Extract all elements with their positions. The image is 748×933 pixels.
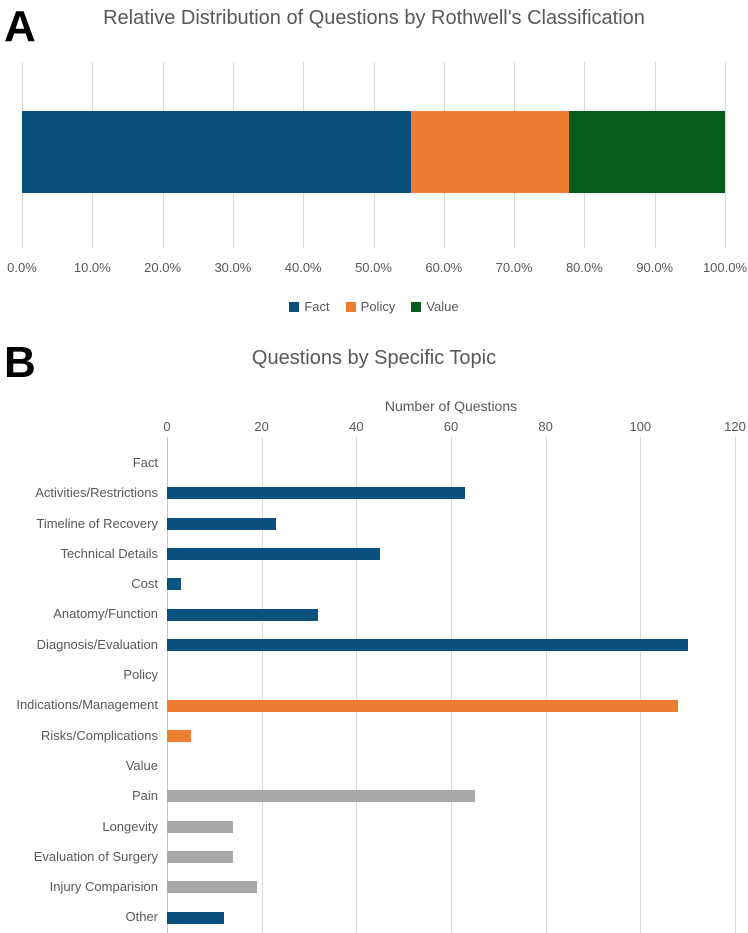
bar <box>167 881 257 894</box>
bar <box>167 729 191 742</box>
bar-row <box>167 509 735 539</box>
x-tick-label: 50.0% <box>355 260 392 275</box>
bar <box>167 699 679 712</box>
x-tick-label: 120 <box>724 419 746 434</box>
legend-item-value: Value <box>411 299 459 314</box>
legend-swatch-icon <box>345 301 356 312</box>
category-label: Anatomy/Function <box>53 606 158 622</box>
x-tick-label: 40 <box>349 419 364 434</box>
x-tick-label: 20.0% <box>144 260 182 275</box>
category-label: Longevity <box>102 818 158 834</box>
bar-row <box>167 902 735 932</box>
panel-a-title: Relative Distribution of Questions by Ro… <box>103 7 645 29</box>
bar-row <box>167 842 735 872</box>
category-label: Activities/Restrictions <box>35 485 158 501</box>
bar-segment-policy <box>410 111 569 193</box>
bar <box>167 487 466 500</box>
x-tick-label: 60.0% <box>425 260 463 275</box>
panel-b-bars <box>167 448 735 933</box>
gridline <box>451 437 452 933</box>
gridline <box>725 62 726 248</box>
bar-row <box>167 812 735 842</box>
bar-row <box>167 690 735 720</box>
stacked-bar <box>22 111 725 193</box>
bar <box>167 638 688 651</box>
category-label: Indications/Management <box>16 697 158 713</box>
legend-swatch-icon <box>289 301 300 312</box>
bar <box>167 790 475 803</box>
panel-b-title: Questions by Specific Topic <box>251 347 497 369</box>
x-tick-label: 100.0% <box>702 260 748 275</box>
bar <box>167 517 276 530</box>
x-tick-label: 40.0% <box>284 260 322 275</box>
category-label: Injury Comparision <box>49 879 158 895</box>
x-tick-label: 80 <box>538 419 553 434</box>
x-tick-label: 10.0% <box>73 260 111 275</box>
category-label: Cost <box>131 576 158 592</box>
category-label: Fact <box>132 455 158 470</box>
bar-row <box>167 599 735 629</box>
panel-a-legend: Fact Policy Value <box>0 299 748 314</box>
x-tick-label: 0 <box>163 419 171 434</box>
bar-row <box>167 721 735 751</box>
bar-chart-plot-area <box>167 437 736 933</box>
category-label: Risks/Complications <box>40 727 158 743</box>
x-tick-label: 100 <box>629 419 652 434</box>
category-label: Pain <box>131 788 158 804</box>
bar-row <box>167 448 735 478</box>
x-tick-label: 0.0% <box>7 260 37 275</box>
legend-label: Policy <box>360 299 396 314</box>
panel-a-label: A <box>4 2 36 51</box>
bar-row <box>167 751 735 781</box>
legend-swatch-icon <box>411 301 422 312</box>
legend-label: Fact <box>304 299 330 314</box>
panel-b-axis-title: Number of Questions <box>384 398 518 414</box>
bar <box>167 548 380 561</box>
bar-row <box>167 478 735 508</box>
x-tick-label: 20 <box>254 419 269 434</box>
x-tick-label: 60 <box>443 419 459 434</box>
bar <box>167 911 224 924</box>
gridline <box>356 437 358 933</box>
panel-b-category-labels: Fact Activities/Restrictions Timeline of R… <box>0 448 158 933</box>
category-label: Evaluation of Surgery <box>33 848 158 864</box>
category-label: Timeline of Recovery <box>36 515 158 531</box>
bar-segment-value <box>568 111 725 193</box>
bar <box>167 578 182 591</box>
gridline <box>640 437 642 933</box>
legend-item-policy: Policy <box>345 299 396 314</box>
panel-b-label: B <box>4 338 36 387</box>
legend-item-fact: Fact <box>289 299 330 314</box>
category-label: Technical Details <box>60 545 158 561</box>
x-tick-label: 80.0% <box>565 260 603 275</box>
bar <box>167 851 234 863</box>
bar-segment-fact <box>22 111 411 193</box>
stacked-bar-plot-area <box>22 62 726 248</box>
bar <box>167 608 319 621</box>
axis-line <box>167 437 168 933</box>
category-label: Value <box>125 757 158 773</box>
gridline <box>735 437 736 933</box>
category-label: Policy <box>123 667 158 683</box>
gridline <box>545 437 547 933</box>
panel-a-x-axis: 0.0% 10.0% 20.0% 30.0% 40.0% 50.0% 60.0% 70.0% 8… <box>7 260 747 276</box>
bar-row <box>167 872 735 902</box>
x-tick-label: 90.0% <box>636 260 674 275</box>
bar-row <box>167 630 735 660</box>
bar <box>167 820 234 833</box>
gridline <box>261 437 263 933</box>
x-tick-label: 30.0% <box>214 260 252 275</box>
category-label: Diagnosis/Evaluation <box>36 636 158 652</box>
x-tick-label: 70.0% <box>495 260 533 275</box>
panel-b-x-axis: 0 20 40 60 80 100 120 <box>163 419 745 435</box>
bar-row <box>167 539 735 569</box>
legend-label: Value <box>426 299 459 314</box>
bar-row <box>167 660 735 690</box>
bar-row <box>167 569 735 599</box>
category-label: Other <box>125 909 158 925</box>
bar-row <box>167 781 735 811</box>
